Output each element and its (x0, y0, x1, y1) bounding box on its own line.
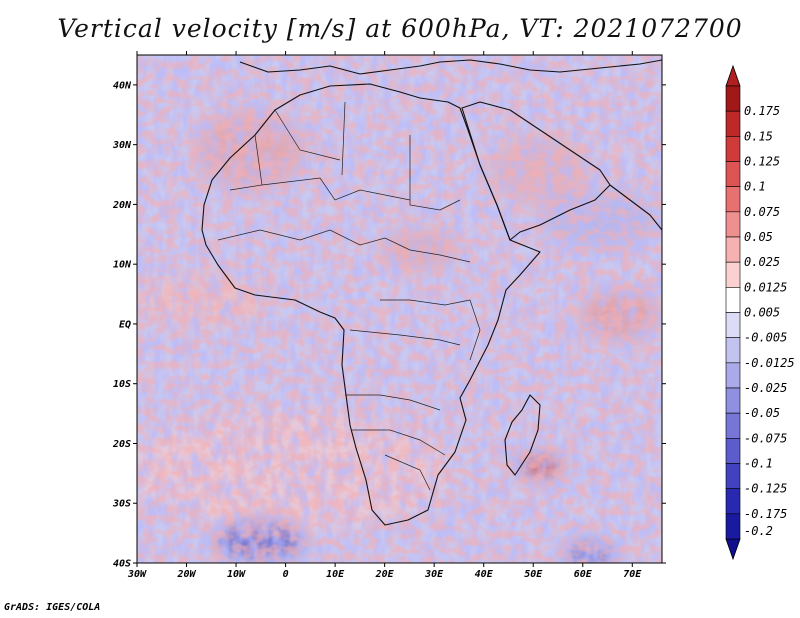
colorbar-segment (725, 110, 741, 137)
arabia-coastline (461, 101, 611, 241)
lon-label: 40E (475, 569, 494, 580)
lat-label: 30S (112, 499, 131, 510)
colorbar-label: -0.175 (744, 507, 787, 521)
lat-label: EQ (119, 319, 131, 330)
colorbar-segment (725, 85, 741, 112)
colorbar-label: -0.2 (744, 524, 773, 538)
lat-label: 10N (113, 260, 132, 271)
colorbar-label: 0.05 (744, 230, 773, 244)
colorbar: 0.175 0.15 0.125 0.1 0.075 0.05 0.025 0.0125 0.0… (725, 64, 795, 561)
colorbar-label: -0.125 (744, 482, 787, 496)
lon-label: 20E (375, 569, 395, 580)
lon-label: 30W (127, 569, 147, 580)
colorbar-segment (725, 312, 741, 338)
colorbar-segment (725, 362, 741, 389)
colorbar-segment (725, 211, 741, 238)
colorbar-top-arrow (725, 64, 741, 87)
coastlines (201, 59, 662, 526)
latitude-axis: 40N 30N 20N 10N EQ 10S 20S 30S 40S (112, 80, 666, 570)
colorbar-label: -0.05 (744, 406, 780, 420)
velocity-field (137, 55, 662, 563)
colorbar-label: 0.1 (744, 180, 766, 194)
colorbar-label: -0.1 (744, 457, 773, 471)
europe-coastline (239, 59, 662, 75)
colorbar-label: -0.025 (744, 381, 787, 395)
colorbar-segment (725, 261, 741, 288)
colorbar-segment (725, 412, 741, 439)
lat-label: 40S (113, 559, 131, 570)
colorbar-label: 0.075 (744, 205, 780, 219)
colorbar-segment (725, 161, 741, 187)
colorbar-segment (725, 136, 741, 162)
asia-coastline (609, 184, 662, 231)
colorbar-label: 0.175 (744, 104, 780, 118)
lon-label: 10E (326, 569, 345, 580)
lon-label: 20W (176, 569, 196, 580)
colorbar-label: -0.005 (744, 331, 787, 345)
madagascar-coastline (504, 394, 541, 476)
colorbar-label: -0.075 (744, 431, 787, 445)
colorbar-segment (725, 337, 741, 364)
lat-label: 20S (112, 439, 131, 450)
lon-label: 60E (574, 569, 593, 580)
colorbar-segment (725, 287, 741, 313)
grads-credit: GrADS: IGES/COLA (4, 602, 101, 613)
lat-label: 40N (113, 80, 132, 91)
colorbar-label: -0.0125 (744, 356, 795, 370)
colorbar-segment (725, 463, 741, 489)
colorbar-label: 0.025 (744, 255, 780, 269)
lat-label: 20N (112, 200, 132, 211)
lat-label: 10S (113, 379, 131, 390)
colorbar-label: 0.005 (744, 306, 780, 320)
lon-label: 50E (524, 569, 543, 580)
colorbar-segment (725, 186, 741, 213)
lat-label: 30N (112, 140, 132, 151)
map-title: Vertical velocity [m/s] at 600hPa, VT: 2… (57, 14, 743, 43)
colorbar-label: 0.15 (744, 129, 773, 143)
colorbar-segment (725, 438, 741, 464)
field-noise-red (137, 55, 662, 563)
colorbar-segment (725, 513, 741, 540)
africa-coastline (201, 83, 541, 526)
longitude-axis: 30W 20W 10W 0 10E 20E 30E 40E 50E 60E 70E (127, 51, 642, 580)
colorbar-segment (725, 236, 741, 263)
colorbar-label: 0.125 (744, 155, 780, 169)
map-frame (136, 54, 663, 564)
colorbar-bottom-arrow (725, 538, 741, 561)
colorbar-label: 0.0125 (744, 280, 787, 294)
lon-label: 30E (424, 569, 444, 580)
lon-label: 70E (623, 569, 642, 580)
lon-label: 10W (227, 569, 246, 580)
lon-label: 0 (283, 569, 289, 580)
colorbar-segment (725, 387, 741, 414)
country-borders (217, 101, 481, 491)
colorbar-segment (725, 488, 741, 515)
